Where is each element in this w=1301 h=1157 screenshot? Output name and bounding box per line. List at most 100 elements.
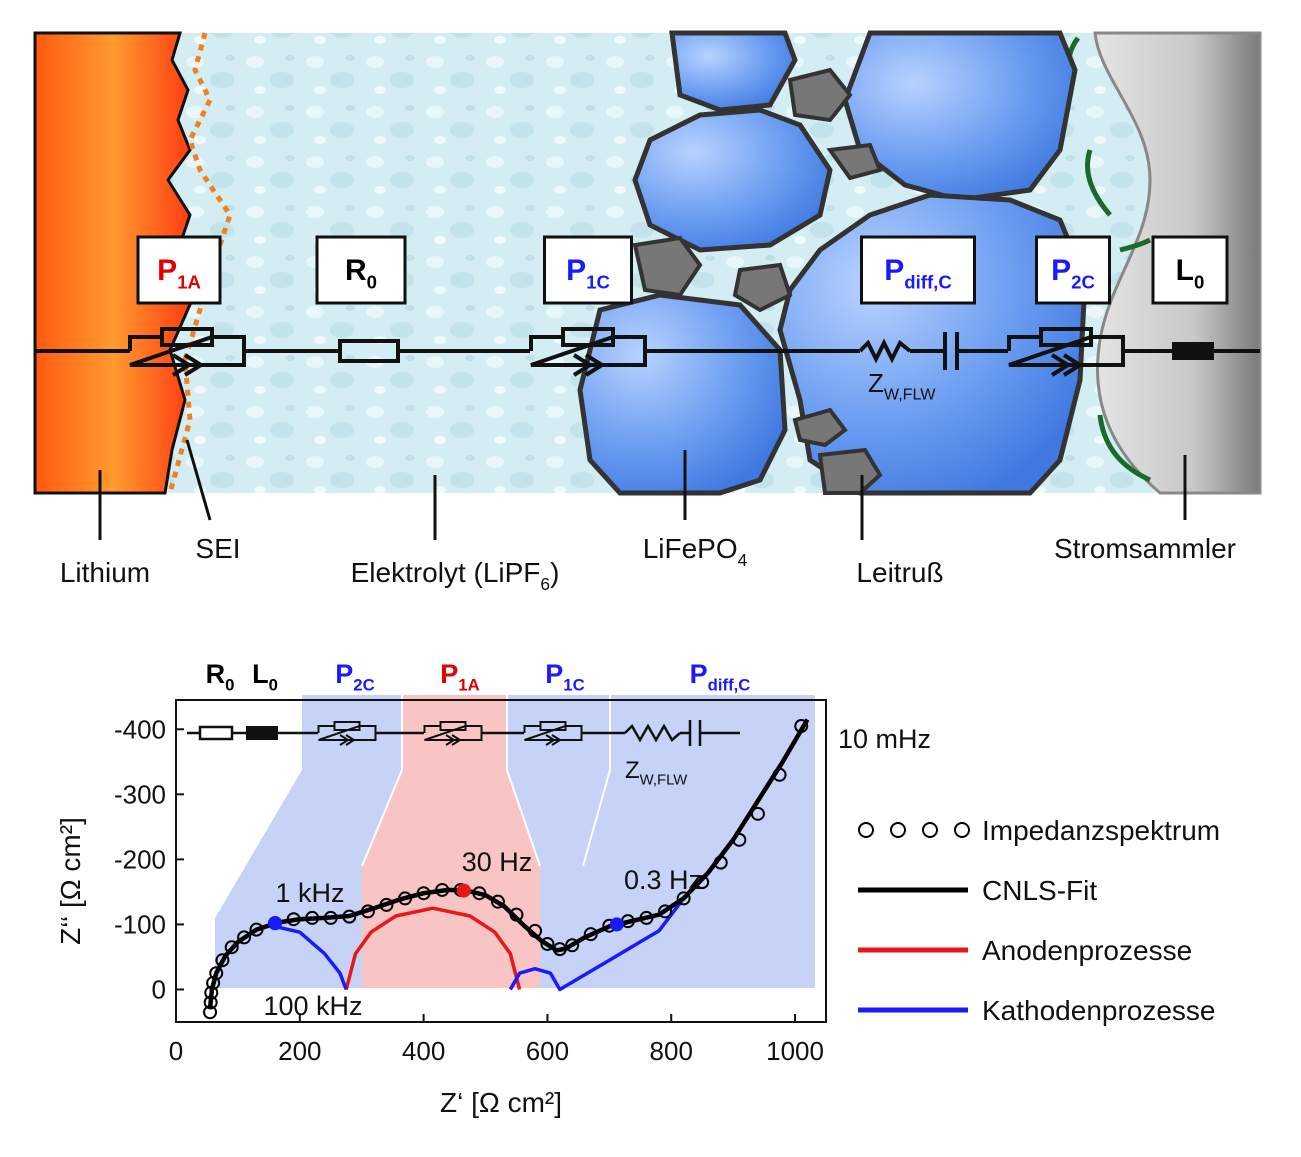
- l0-symbol: [1172, 342, 1214, 360]
- data-point: [305, 910, 320, 925]
- element-label-sub: diff,C: [904, 271, 952, 292]
- x-tick-label: 400: [402, 1036, 445, 1066]
- warburg-label: ZW,FLW: [625, 757, 687, 789]
- y-tick-label: -300: [114, 779, 166, 809]
- data-point: [435, 882, 450, 897]
- element-label: R0: [345, 254, 377, 292]
- circuit-label: L0: [252, 659, 278, 695]
- x-axis-title: Z‘ [Ω cm²]: [440, 1087, 562, 1118]
- data-point: [772, 767, 787, 782]
- data-point: [286, 912, 301, 927]
- data-point: [528, 923, 543, 938]
- frequency-label: 10 mHz: [838, 724, 931, 754]
- data-point: [224, 940, 239, 955]
- warburg-label-sub: W,FLW: [640, 773, 688, 789]
- series-line: [274, 897, 685, 992]
- data-point: [676, 891, 691, 906]
- element-label-sub: 1C: [586, 271, 610, 292]
- r0-symbol: [198, 725, 234, 741]
- material-label-main: Elektrolyt (LiPF: [351, 557, 541, 588]
- data-point: [203, 1005, 218, 1020]
- data-point: [237, 930, 252, 945]
- circuit-label-main: P: [690, 659, 708, 689]
- warburg-label-main: Z: [868, 368, 884, 398]
- data-point: [794, 719, 809, 734]
- data-point: [732, 832, 747, 847]
- data-point: [379, 897, 394, 912]
- circuit-label-main: P: [545, 659, 563, 689]
- data-point: [583, 927, 598, 942]
- element-label: L0: [1176, 254, 1205, 292]
- legend-label: Impedanzspektrum: [982, 815, 1220, 846]
- y-tick-label: 0: [152, 974, 166, 1004]
- chart-circuit: [187, 720, 740, 746]
- material-label-main: SEI: [195, 533, 240, 564]
- warburg-label-main: Z: [625, 757, 640, 784]
- circuit-label-main: P: [440, 659, 458, 689]
- data-point: [416, 886, 431, 901]
- capacitor-symbol: [943, 332, 959, 370]
- circuit-label: Pdiff,C: [690, 659, 751, 695]
- legend-marker: [890, 822, 906, 838]
- lithium: [33, 31, 194, 495]
- material-label: LiFePO4: [643, 533, 748, 570]
- data-point: [472, 886, 487, 901]
- warburg-symbol: [624, 723, 681, 743]
- legend-label: Kathodenprozesse: [982, 995, 1216, 1026]
- material-label: Elektrolyt (LiPF6): [351, 557, 560, 594]
- x-tick-label: 1000: [766, 1036, 824, 1066]
- data-point: [209, 966, 224, 981]
- element-label: P2C: [1051, 254, 1095, 292]
- data-point: [360, 904, 375, 919]
- material-label-tail: ): [550, 557, 559, 588]
- circuit-label-sub: 1A: [458, 676, 479, 695]
- sei: [167, 32, 233, 494]
- y-tick-label: -200: [114, 844, 166, 874]
- material-label-main: Stromsammler: [1054, 533, 1236, 564]
- label-box: [315, 235, 407, 305]
- circuit-label-sub: diff,C: [708, 676, 751, 695]
- label-box: [543, 235, 633, 305]
- circuit-label-main: R: [206, 659, 226, 689]
- circuit: [35, 327, 1260, 377]
- data-point: [750, 806, 765, 821]
- data-point: [658, 904, 673, 919]
- axis-frame: [175, 699, 827, 1023]
- x-tick-label: 0: [169, 1036, 183, 1066]
- circuit-label-sub: 2C: [353, 676, 374, 695]
- data-point: [215, 953, 230, 968]
- x-tick-label: 800: [650, 1036, 693, 1066]
- material-label: Leitruß: [856, 557, 943, 588]
- data-point: [565, 938, 580, 953]
- element-label-main: R: [345, 254, 367, 287]
- element-label-sub: 2C: [1071, 271, 1095, 292]
- material-label-sub: 4: [738, 550, 748, 570]
- data-point: [323, 910, 338, 925]
- element-label-sub: 0: [367, 271, 377, 292]
- element-label-main: L: [1176, 254, 1194, 287]
- element-label: P1C: [566, 254, 610, 292]
- l0-symbol: [246, 726, 278, 740]
- circuit-label-sub: 0: [225, 676, 234, 695]
- label-leaders: [98, 439, 1187, 540]
- circuit-label: P1A: [440, 659, 479, 695]
- material-label-main: LiFePO: [643, 533, 738, 564]
- circuit-label: R0: [206, 659, 235, 695]
- element-label-main: P: [157, 254, 177, 287]
- material-label-main: Leitruß: [856, 557, 943, 588]
- lifepo4-particles: [577, 30, 1088, 496]
- circuit-label-main: L: [252, 659, 269, 689]
- carbon-particles: [632, 67, 883, 495]
- warburg-label-sub: W,FLW: [884, 385, 936, 403]
- data-point: [204, 985, 219, 1000]
- label-box: [1035, 235, 1111, 305]
- r0-symbol: [338, 339, 400, 363]
- frequency-label: 100 kHz: [263, 991, 362, 1021]
- highlight-point: [609, 917, 624, 932]
- highlight-point: [268, 916, 283, 931]
- element-label: P1A: [157, 254, 201, 292]
- circuit-label-main: P: [335, 659, 353, 689]
- data-point: [342, 909, 357, 924]
- label-box: [1151, 235, 1229, 305]
